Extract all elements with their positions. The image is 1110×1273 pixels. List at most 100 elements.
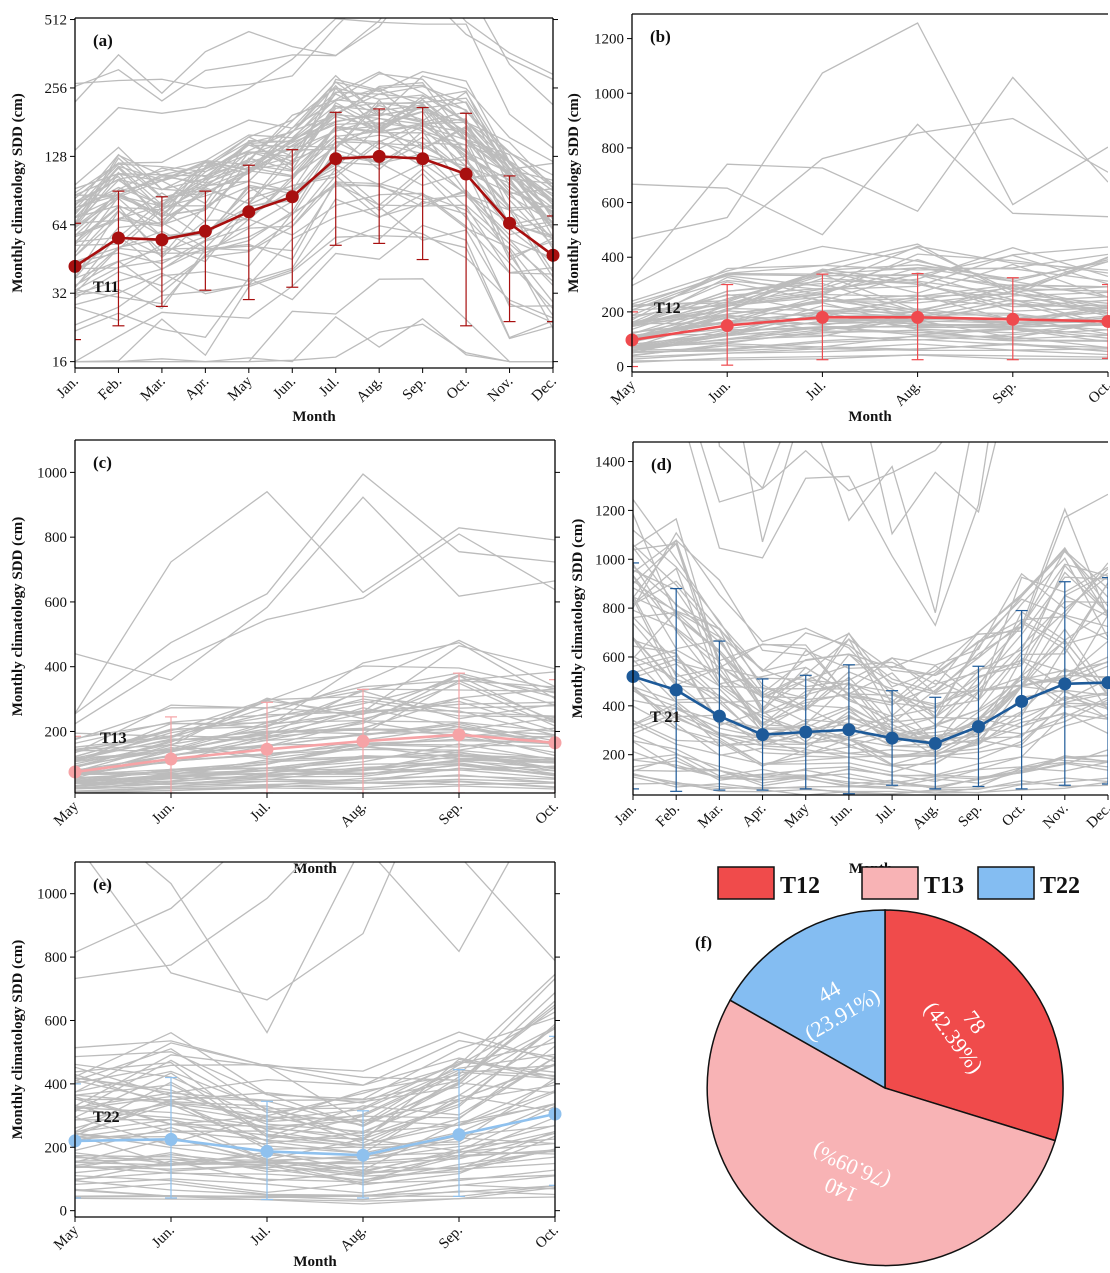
panel-a: 16 32 64 128 256 512 Jan. Feb. Mar. Apr. May Jun. Ju… [10, 13, 560, 425]
y-tick-label: 32 [52, 286, 67, 302]
station-line [75, 1056, 555, 1141]
station-line [632, 247, 1108, 306]
station-line [632, 297, 1108, 326]
x-tick-label: Jun. [270, 374, 299, 403]
station-line [632, 290, 1108, 339]
station-line [75, 1011, 555, 1121]
legend-label: T22 [1040, 873, 1080, 899]
y-axis-title: Monthly climatology SDD (cm) [10, 517, 26, 717]
station-line [75, 172, 553, 310]
y-tick-label: 600 [602, 196, 625, 212]
x-tick-label: May [782, 800, 813, 831]
station-line [742, 442, 970, 613]
station-line [632, 304, 1108, 336]
mean-point [260, 742, 274, 756]
mean-point [669, 683, 683, 697]
station-line [75, 1142, 555, 1172]
x-tick-label: Jun. [705, 378, 734, 407]
x-tick-label: Aug. [354, 374, 386, 406]
y-tick-label: 1000 [595, 552, 625, 568]
mean-point [416, 152, 430, 166]
y-tick-label: 600 [45, 1013, 68, 1029]
mean-point [1015, 694, 1029, 708]
station-line [75, 782, 555, 792]
station-line [633, 740, 1108, 784]
station-line [75, 1169, 555, 1194]
station-line [75, 90, 553, 202]
mean-point [285, 190, 299, 204]
station-line [75, 114, 553, 203]
y-tick-label: 512 [45, 13, 68, 29]
mean-point [242, 205, 256, 219]
mean-line [74, 1112, 556, 1157]
mean-point [720, 319, 734, 333]
station-line [75, 1156, 555, 1175]
station-line [75, 182, 553, 310]
station-line [633, 692, 1108, 757]
x-tick-label: Aug. [892, 378, 924, 410]
x-tick-label: Sep. [436, 799, 466, 829]
station-line [75, 1061, 555, 1110]
station-line [75, 126, 553, 236]
x-tick-label: Jul. [803, 378, 829, 404]
station-line [75, 754, 555, 784]
panel-b: 0 200 400 600 800 1000 1200 May Jun. Jul. Aug. Sep.… [566, 13, 1110, 425]
station-line [75, 745, 555, 775]
station-line [75, 973, 555, 1124]
station-line [633, 776, 1108, 794]
station-line [75, 110, 553, 243]
x-tick-label: Oct. [533, 1223, 562, 1252]
station-line [632, 354, 1108, 362]
station-line [75, 73, 553, 209]
x-tick-label: Sep. [990, 378, 1020, 408]
panel-f: T12 T13 T22(f)78(42.39%)140(76.09%)44(23.9… [695, 866, 1080, 1267]
station-line [75, 85, 553, 224]
station-line [75, 18, 553, 106]
station-line [75, 765, 555, 787]
mean-line [74, 155, 554, 268]
series-label: T13 [100, 730, 127, 747]
y-axis-title: Monthly climatology SDD (cm) [570, 519, 586, 719]
station-line [633, 774, 1108, 795]
station-line [75, 1103, 555, 1149]
mean-point [503, 216, 517, 230]
y-tick-label: 200 [602, 305, 625, 321]
station-line [633, 740, 1108, 779]
station-line [632, 272, 1108, 324]
x-tick-label: Oct. [533, 799, 562, 828]
station-line [75, 140, 553, 270]
x-tick-label: Feb. [95, 374, 125, 404]
y-tick-label: 1000 [37, 465, 67, 481]
station-line [75, 1025, 555, 1137]
station-line [633, 563, 1108, 717]
mean-line [74, 733, 556, 774]
x-tick-label: Jul. [247, 799, 273, 825]
station-line [75, 1150, 555, 1183]
station-line [75, 759, 555, 784]
station-line [75, 1056, 555, 1138]
station-line [75, 224, 553, 339]
station-line [144, 862, 510, 1034]
mean-point [459, 167, 473, 181]
x-tick-label: May [51, 798, 82, 829]
mean-point [815, 310, 829, 324]
series-label: T11 [93, 279, 119, 296]
mean-point [356, 1148, 370, 1162]
station-line [632, 354, 1108, 363]
station-line [75, 725, 555, 773]
mean-point [1101, 314, 1110, 328]
station-line [633, 543, 1108, 706]
x-tick-label: Apr. [739, 801, 769, 831]
station-line [633, 695, 1108, 759]
station-line [75, 18, 553, 151]
station-line [633, 639, 1108, 740]
mean-point [756, 728, 770, 742]
station-line [75, 665, 555, 748]
x-tick-label: Jul. [247, 1223, 273, 1249]
x-tick-label: Dec. [1084, 801, 1110, 832]
station-line [633, 703, 1108, 767]
y-tick-label: 64 [52, 218, 68, 234]
panel-label: (b) [650, 27, 671, 46]
station-line [75, 1064, 555, 1123]
station-line [633, 627, 1108, 746]
